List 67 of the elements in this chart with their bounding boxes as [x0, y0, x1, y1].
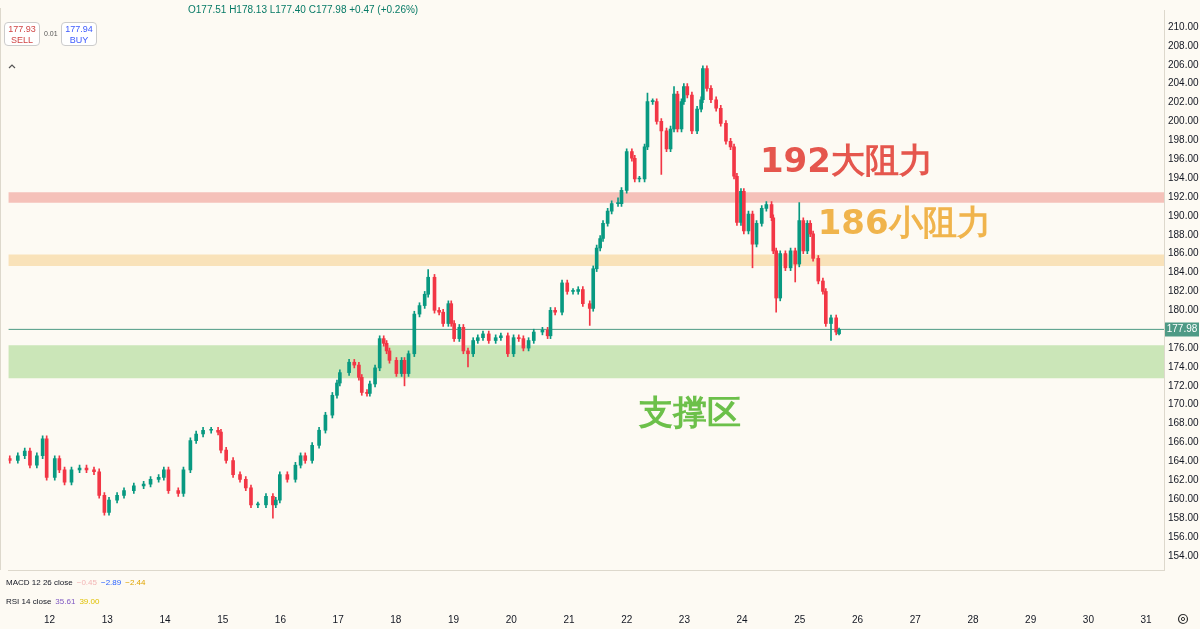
x-tick-label: 27 — [909, 613, 922, 625]
x-tick-label: 15 — [217, 613, 229, 625]
x-tick-label: 26 — [851, 613, 864, 625]
text: −2.89 — [100, 578, 122, 587]
y-tick-label: 200.00 — [1168, 115, 1200, 127]
y-tick-label: 188.00 — [1168, 228, 1200, 240]
y-tick-label: 210.00 — [1168, 20, 1200, 32]
y-tick-label: 196.00 — [1168, 152, 1200, 164]
band-label: 186小阻力 — [817, 202, 991, 243]
chart-subtitle: O177.51 H178.13 L177.40 C177.98 +0.47 (+0.26%) — [188, 4, 419, 16]
y-tick-label: 182.00 — [1168, 285, 1200, 297]
y-tick-label: 176.00 — [1168, 341, 1200, 353]
x-tick-label: 29 — [1025, 613, 1037, 625]
annotation: SELL — [10, 35, 34, 46]
y-tick-label: 184.00 — [1168, 266, 1200, 278]
text: −0.45 — [76, 578, 97, 587]
y-tick-label: 202.00 — [1168, 96, 1200, 108]
y-tick-label: 190.00 — [1168, 209, 1200, 221]
text: MACD 12 26 close — [6, 578, 73, 587]
y-tick-label: 172.00 — [1168, 379, 1200, 391]
y-tick-label: 192.00 — [1168, 190, 1200, 202]
y-tick-label: 168.00 — [1168, 417, 1200, 429]
x-tick-label: 20 — [505, 613, 518, 625]
y-tick-label: 158.00 — [1168, 511, 1200, 523]
y-tick-label: 174.00 — [1168, 360, 1200, 372]
y-tick-label: 156.00 — [1168, 530, 1200, 542]
ref-line-label: 177.98 — [1166, 323, 1198, 335]
x-tick-label: 19 — [447, 613, 460, 625]
annotation: 177.93 — [7, 24, 37, 35]
x-tick-label: 16 — [274, 613, 287, 625]
annotation: 177.94 — [64, 24, 94, 35]
text: 39.00 — [79, 597, 100, 606]
y-tick-label: 170.00 — [1168, 398, 1200, 410]
x-tick-label: 25 — [794, 613, 806, 625]
x-tick-label: 30 — [1082, 613, 1095, 625]
y-tick-label: 166.00 — [1168, 436, 1200, 448]
y-tick-label: 206.00 — [1168, 58, 1200, 70]
annotation: BUY — [68, 35, 90, 46]
candlestick — [829, 314, 833, 341]
y-tick-label: 204.00 — [1168, 77, 1200, 89]
x-tick-label: 17 — [332, 613, 345, 625]
x-tick-label: 13 — [101, 613, 114, 625]
y-tick-label: 164.00 — [1168, 455, 1200, 467]
y-tick-label: 162.00 — [1168, 474, 1200, 486]
x-tick-label: 14 — [159, 613, 171, 625]
y-tick-label: 180.00 — [1168, 304, 1200, 316]
x-tick-label: 18 — [390, 613, 402, 625]
text: RSI 14 close — [6, 597, 52, 606]
y-tick-label: 208.00 — [1168, 39, 1200, 51]
x-tick-label: 28 — [967, 613, 979, 625]
y-tick-label: 160.00 — [1168, 492, 1200, 504]
y-tick-label: 154.00 — [1168, 549, 1200, 561]
band-label: 支撑区 — [638, 392, 742, 433]
x-tick-label: 23 — [678, 613, 691, 625]
band-label: 192大阻力 — [759, 140, 933, 181]
x-tick-label: 22 — [621, 613, 633, 625]
x-tick-label: 24 — [736, 613, 749, 625]
candlestick — [466, 347, 470, 368]
x-tick-label: 31 — [1140, 613, 1153, 625]
y-tick-label: 194.00 — [1168, 171, 1200, 183]
x-tick-label: 12 — [44, 613, 56, 625]
y-tick-label: 198.00 — [1168, 134, 1200, 146]
text: 35.61 — [55, 597, 76, 606]
y-tick-label: 186.00 — [1168, 247, 1200, 259]
candlestick — [587, 300, 592, 326]
x-tick-label: 21 — [563, 613, 575, 625]
text: −2.44 — [125, 578, 146, 587]
